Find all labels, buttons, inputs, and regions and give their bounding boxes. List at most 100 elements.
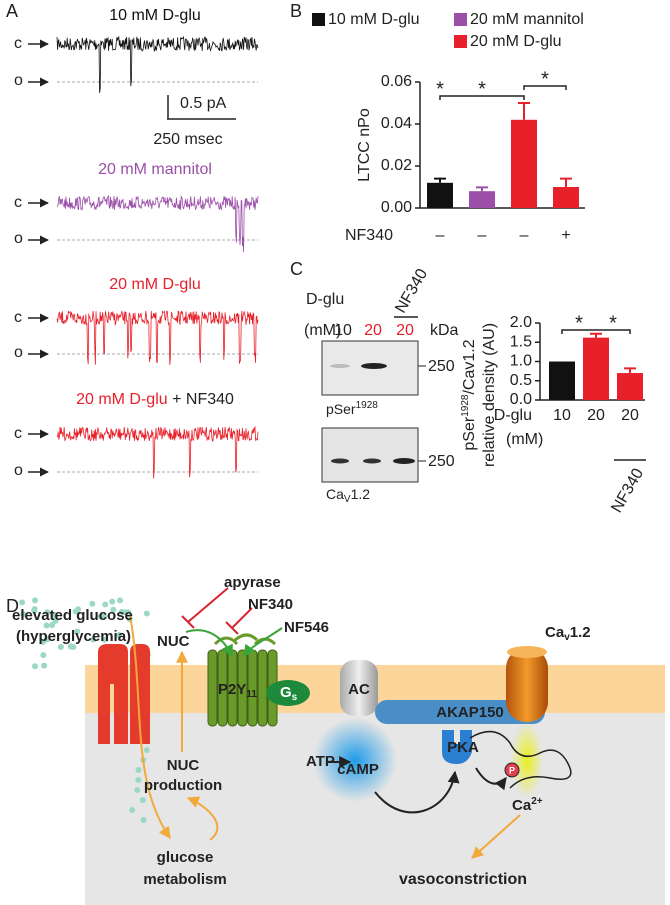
y-axis-label: relative density (AU): [481, 323, 498, 467]
blot: D-glu (mM) 10 20 20 NF340 kDa 250 250 pS…: [304, 266, 459, 505]
glucose: [89, 600, 96, 607]
phosphate: [504, 762, 520, 778]
legend-swatch: [454, 35, 467, 48]
glucose: [140, 817, 147, 823]
state-label: c: [14, 425, 22, 442]
glucose: [143, 610, 150, 617]
gs-protein: [266, 680, 310, 706]
label: P2Y11: [218, 681, 257, 700]
glucose: [143, 747, 150, 753]
label: NUC: [157, 633, 190, 650]
glucose: [52, 617, 59, 624]
glucose: [116, 631, 123, 638]
channel-trace: [56, 35, 259, 93]
bar: [427, 182, 453, 208]
label: Gs: [280, 684, 298, 703]
glucose: [41, 662, 48, 669]
trace-title: 20 mM D-glu: [109, 276, 201, 293]
glucose: [101, 636, 108, 643]
glucose: [44, 609, 51, 616]
glucose: [51, 612, 58, 619]
cav12-channel: [506, 648, 548, 722]
label: AC: [348, 681, 370, 698]
helix: [237, 649, 248, 727]
label: NUC: [167, 757, 200, 774]
y-axis-label-part: /Cav1.2: [461, 339, 478, 394]
bar: [583, 337, 609, 400]
label: glucose: [157, 849, 214, 866]
y-tick-label: 0.00: [381, 199, 412, 216]
glucose: [109, 598, 116, 605]
glucose: [40, 652, 47, 659]
error-bar: [518, 102, 530, 120]
x-tick-label: –: [478, 227, 487, 244]
trace-title-text: 20 mM mannitol: [98, 161, 212, 178]
blot-label: (mM): [304, 322, 341, 339]
glucose: [125, 609, 132, 616]
marker-label: 250: [428, 358, 455, 375]
transporter: [98, 644, 150, 744]
label: cAMP: [337, 761, 379, 778]
glucose: [129, 807, 136, 813]
x-axis-label: NF340: [345, 227, 393, 244]
label: metabolism: [143, 871, 226, 888]
helix: [207, 649, 218, 727]
blot-image: [321, 427, 419, 483]
glucose: [135, 777, 142, 783]
panel-label: A: [6, 1, 18, 21]
adenylyl-cyclase: [340, 660, 378, 716]
trace-title-text: 20 mM D-glu: [76, 391, 168, 408]
band: [393, 458, 415, 464]
glucose: [118, 608, 125, 615]
bar: [549, 361, 575, 400]
pka: [442, 730, 472, 764]
error-bar: [476, 186, 488, 192]
y-axis-label: pSer1928/Cav1.2: [460, 339, 479, 450]
channel-tail: [469, 730, 572, 789]
x-axis-label: D-glu: [494, 407, 532, 424]
panel-label: B: [290, 1, 302, 21]
glucose: [74, 628, 81, 635]
akap150: [375, 700, 545, 724]
glucose: [19, 599, 26, 606]
trace-title-text: + NF340: [168, 391, 234, 408]
panel-a: 0.5 pA 250 msec 10 mM D-glu c o 20 mM manni…: [14, 7, 259, 479]
label: NF340: [248, 596, 293, 613]
label: (hyperglycemia): [16, 628, 131, 645]
x-tick-label: 20: [587, 407, 605, 424]
state-label: o: [14, 72, 23, 89]
y-tick-label: 0.5: [510, 372, 532, 389]
arrow: [471, 814, 521, 859]
blot-name: pSer1928: [326, 400, 378, 417]
trace-title-text: 10 mM D-glu: [109, 7, 201, 24]
trace-title-text: 20 mM D-glu: [109, 276, 201, 293]
label: production: [144, 777, 222, 794]
legend-label: 20 mM mannitol: [470, 11, 584, 28]
y-tick-label: 0.02: [381, 157, 412, 174]
legend-label: 10 mM D-glu: [328, 11, 420, 28]
y-tick-label: 0.06: [381, 73, 412, 90]
glucose: [31, 607, 38, 614]
error-bar: [590, 332, 602, 338]
kda-label: kDa: [430, 322, 459, 339]
y-axis-label-part: 1928: [460, 394, 471, 417]
inhibition: [181, 587, 229, 629]
glucose: [72, 608, 79, 615]
trace-title: 20 mM mannitol: [98, 161, 212, 178]
scale-label: 250 msec: [153, 131, 222, 148]
significance: *: [541, 68, 549, 90]
x-tick-label: –: [436, 227, 445, 244]
label: vasoconstriction: [399, 871, 527, 888]
bar: [617, 373, 643, 400]
arrow: [129, 614, 171, 839]
glucose: [32, 663, 39, 670]
y-axis-label: LTCC nPo: [356, 108, 373, 182]
glucose: [20, 611, 27, 618]
channel-trace: [56, 425, 259, 479]
glucose: [135, 767, 142, 773]
significance: *: [436, 78, 444, 100]
p2y11-receptor: [207, 649, 278, 727]
error-bar: [624, 367, 636, 374]
arrow: [186, 796, 219, 841]
state-label: o: [14, 462, 23, 479]
